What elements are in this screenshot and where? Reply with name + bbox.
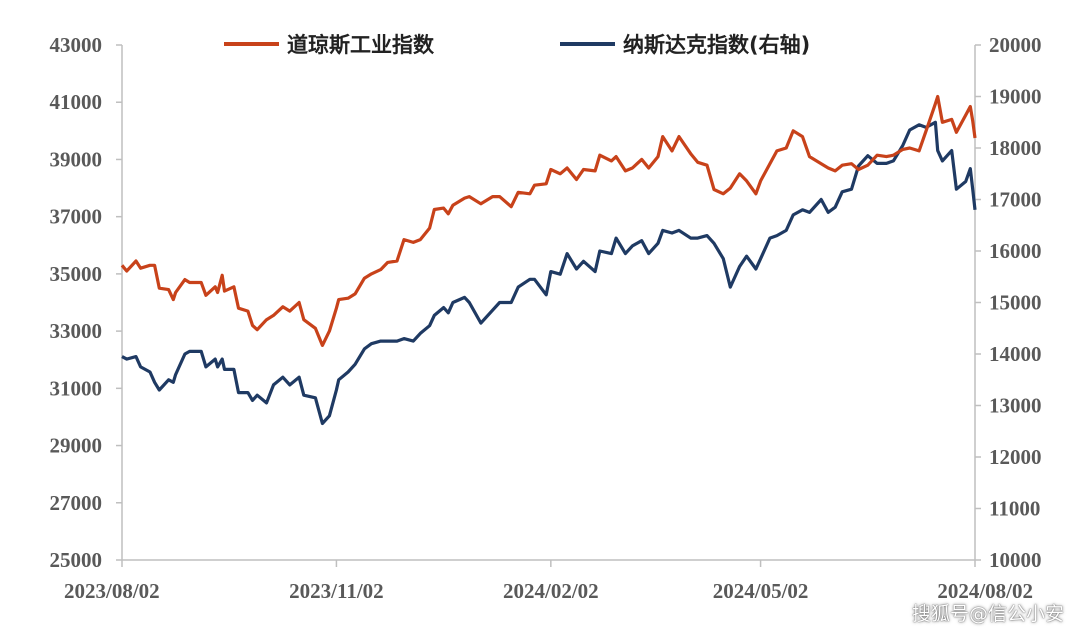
- x-tick-label: 2024/08/02: [937, 579, 1033, 603]
- y-right-tick-label: 12000: [989, 445, 1042, 469]
- series-layer: [120, 94, 977, 426]
- y-left-tick-label: 39000: [50, 147, 103, 171]
- y-right-tick-label: 15000: [989, 291, 1042, 315]
- axes: 25000 27000 29000 31000 33000 35000 37000 39000…: [50, 33, 1042, 603]
- watermark: 搜狐号@信公小安: [911, 603, 1064, 625]
- legend: 道琼斯工业指数 纳斯达克指数(右轴): [224, 33, 810, 57]
- y-left-tick-label: 41000: [50, 90, 103, 114]
- legend-label: 道琼斯工业指数: [287, 33, 435, 57]
- legend-label: 纳斯达克指数(右轴): [623, 33, 810, 57]
- y-left-tick-label: 33000: [50, 319, 103, 343]
- y-left-tick-label: 37000: [50, 205, 103, 229]
- y-right-tick-label: 11000: [989, 497, 1040, 521]
- x-tick-label: 2023/08/02: [64, 579, 160, 603]
- y-left-tick-label: 43000: [50, 33, 103, 57]
- y-right-tick-label: 19000: [989, 85, 1042, 109]
- y-right-tick-label: 20000: [989, 33, 1042, 57]
- series-line-nasdaq: [121, 120, 977, 426]
- y-left-tick-label: 29000: [50, 434, 103, 458]
- y-right-tick-label: 13000: [989, 394, 1042, 418]
- y-left-tick-label: 27000: [50, 491, 103, 515]
- y-right-tick-label: 14000: [989, 342, 1042, 366]
- y-right-tick-label: 16000: [989, 239, 1042, 263]
- y-left-tick-label: 25000: [50, 548, 103, 572]
- y-right-tick-label: 10000: [989, 548, 1042, 572]
- y-right-tick-label: 18000: [989, 136, 1042, 160]
- series-line-dow: [120, 94, 977, 347]
- y-left-tick-label: 35000: [50, 262, 103, 286]
- y-left-tick-label: 31000: [50, 376, 103, 400]
- x-tick-label: 2024/02/02: [503, 579, 599, 603]
- y-right-tick-label: 17000: [989, 188, 1042, 212]
- x-tick-label: 2023/11/02: [289, 579, 384, 603]
- x-tick-label: 2024/05/02: [713, 579, 809, 603]
